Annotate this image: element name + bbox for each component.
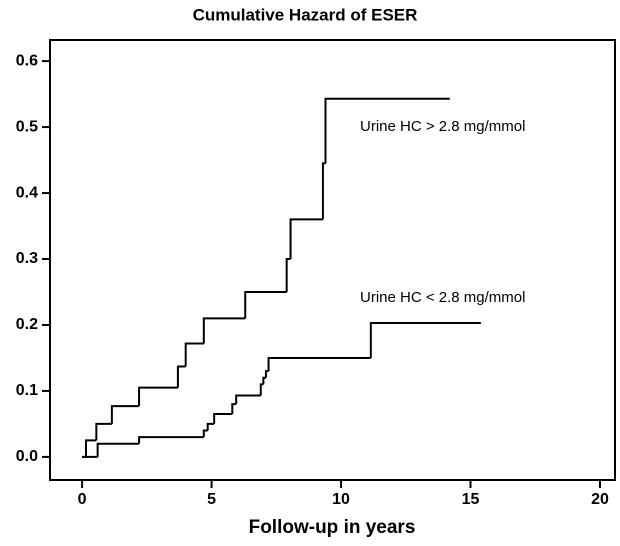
step-segment — [369, 321, 481, 358]
y-tick-label: 0.2 — [16, 316, 38, 333]
x-tick-label: 0 — [78, 491, 87, 508]
y-tick-label: 0.0 — [16, 448, 38, 465]
chart-title: Cumulative Hazard of ESER — [193, 5, 418, 24]
y-tick-label: 0.4 — [16, 184, 38, 201]
step-segment — [206, 422, 215, 431]
step-segment — [321, 162, 326, 220]
step-segment — [324, 97, 450, 164]
step-segment — [235, 394, 261, 405]
plot-frame — [49, 39, 616, 481]
x-tick-label: 5 — [207, 491, 216, 508]
step-segment — [95, 422, 112, 441]
step-segment — [202, 429, 208, 438]
step-segment — [267, 356, 371, 372]
y-tick-label: 0.6 — [16, 52, 38, 69]
step-segment — [264, 370, 269, 378]
step-segment — [244, 290, 287, 319]
step-segment — [202, 317, 246, 344]
x-axis-label: Follow-up in years — [249, 517, 416, 538]
series-label: Urine HC < 2.8 mg/mmol — [360, 289, 525, 306]
step-segment — [84, 439, 97, 457]
step-segment — [138, 386, 178, 407]
step-segment — [138, 436, 204, 444]
x-tick-label: 20 — [591, 491, 609, 508]
x-tick-label: 10 — [332, 491, 350, 508]
step-segment — [176, 365, 186, 388]
x-tick-label: 15 — [462, 491, 480, 508]
step-segment — [184, 342, 204, 367]
step-segment — [110, 405, 140, 424]
y-tick-label: 0.3 — [16, 250, 38, 267]
y-tick-label: 0.5 — [16, 118, 38, 135]
step-segment — [262, 376, 266, 385]
series-label: Urine HC > 2.8 mg/mmol — [360, 118, 525, 135]
y-tick-label: 0.1 — [16, 382, 38, 399]
step-segment — [213, 413, 233, 424]
step-segment — [289, 218, 323, 260]
step-segment — [285, 258, 291, 292]
step-segment — [259, 383, 264, 396]
step-segment — [96, 442, 140, 457]
step-segment — [231, 403, 237, 415]
